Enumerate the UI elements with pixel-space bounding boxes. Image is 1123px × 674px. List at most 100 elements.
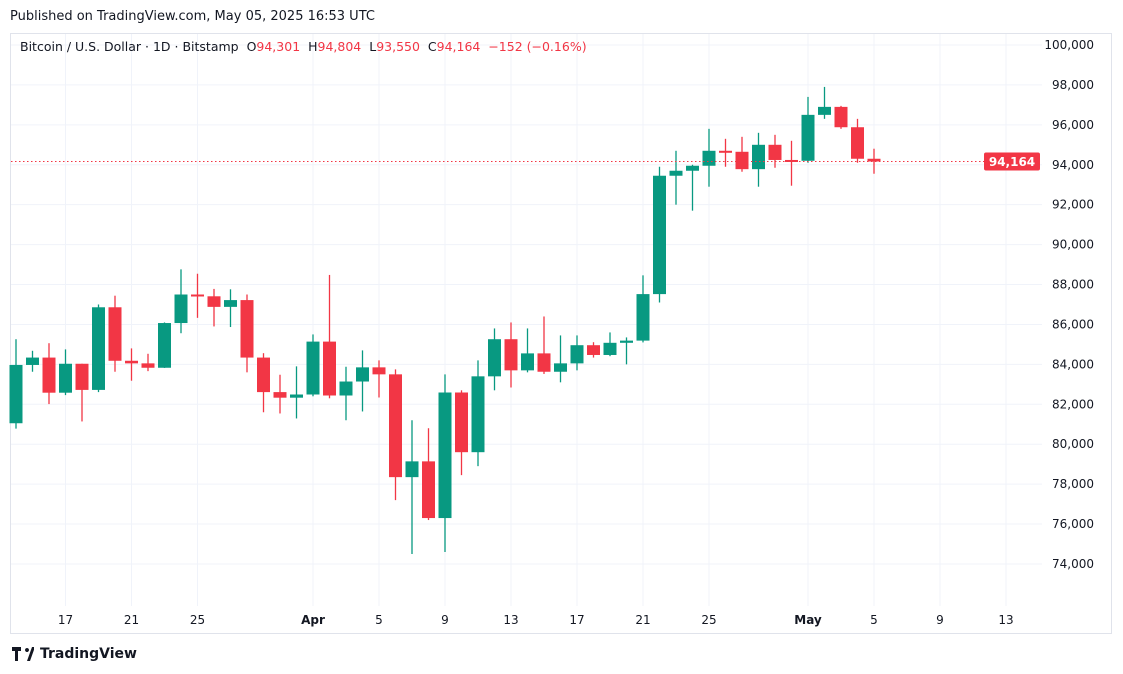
candle-body	[636, 294, 650, 341]
candle-body	[851, 127, 864, 159]
close-label: C	[427, 39, 437, 54]
change-value: −152 (−0.16%)	[488, 39, 587, 54]
candle-body	[273, 392, 287, 398]
x-tick-label: Apr	[301, 613, 325, 627]
x-tick-label: 17	[569, 613, 584, 627]
candle-body	[653, 175, 666, 295]
candle-body	[521, 353, 534, 371]
x-tick-label: 9	[441, 613, 449, 627]
candle-body	[834, 106, 848, 128]
x-tick-label: 13	[503, 613, 518, 627]
candle-body	[603, 342, 617, 355]
candle-body	[9, 364, 23, 424]
candle-body	[389, 374, 402, 478]
symbol-title: Bitcoin / U.S. Dollar · 1D · Bitstamp	[20, 39, 239, 54]
candle-body	[422, 461, 435, 519]
candle-body	[158, 323, 171, 368]
candle-body	[801, 114, 815, 161]
candle-body	[257, 357, 270, 393]
y-tick-label: 100,000	[1044, 38, 1094, 52]
x-tick-label: May	[794, 613, 822, 627]
candle-body	[719, 150, 732, 153]
candle-body	[867, 158, 881, 162]
candle-body	[537, 353, 551, 372]
brand-name: TradingView	[40, 646, 137, 662]
candle-body	[75, 363, 89, 390]
candle-body	[372, 367, 386, 375]
chart-frame	[10, 33, 1112, 634]
x-tick-label: 25	[701, 613, 716, 627]
tradingview-logo-icon	[12, 647, 34, 661]
symbol-legend: Bitcoin / U.S. Dollar · 1D · Bitstamp O9…	[20, 39, 587, 54]
published-caption: Published on TradingView.com, May 05, 20…	[10, 9, 375, 24]
candle-body	[702, 150, 716, 166]
candle-body	[488, 339, 501, 377]
candle-body	[768, 144, 782, 160]
candle-body	[669, 170, 683, 176]
candle-body	[125, 360, 138, 364]
y-tick-label: 78,000	[1052, 477, 1094, 491]
candle-body	[339, 381, 353, 396]
low-value: 93,550	[376, 39, 420, 54]
candle-body	[240, 300, 254, 358]
candle-body	[620, 340, 633, 343]
x-tick-label: 13	[998, 613, 1013, 627]
candle-body	[455, 392, 468, 453]
x-tick-label: 5	[870, 613, 878, 627]
candle-body	[42, 357, 56, 393]
x-tick-label: 17	[58, 613, 73, 627]
candle-body	[174, 294, 188, 324]
y-tick-label: 84,000	[1052, 357, 1094, 371]
candle-body	[471, 376, 485, 453]
high-label: H	[308, 39, 318, 54]
tradingview-logo[interactable]: TradingView	[12, 646, 137, 662]
candle-body	[92, 307, 105, 390]
candle-body	[438, 392, 452, 519]
candle-body	[306, 341, 320, 395]
y-tick-label: 74,000	[1052, 557, 1094, 571]
y-tick-label: 86,000	[1052, 317, 1094, 331]
y-tick-label: 92,000	[1052, 198, 1094, 212]
close-value: 94,164	[436, 39, 481, 54]
candle-body	[191, 294, 204, 297]
candle-body	[686, 165, 699, 171]
y-tick-label: 82,000	[1052, 397, 1094, 411]
candle-body	[224, 300, 237, 307]
x-tick-label: 21	[635, 613, 650, 627]
x-tick-label: 21	[124, 613, 139, 627]
candle-body	[504, 339, 518, 371]
candle-body	[570, 345, 584, 364]
x-tick-label: 5	[375, 613, 383, 627]
y-tick-label: 76,000	[1052, 517, 1094, 531]
x-tick-label: 25	[190, 613, 205, 627]
high-value: 94,804	[317, 39, 362, 54]
y-tick-label: 90,000	[1052, 238, 1094, 252]
candle-body	[356, 367, 369, 382]
candle-body	[405, 461, 419, 478]
candle-body	[290, 394, 303, 398]
candle-body	[752, 144, 765, 170]
candle-body	[207, 296, 221, 307]
last-price-badge	[984, 152, 1040, 171]
candle-body	[323, 341, 336, 396]
last-price-label: 94,164	[989, 155, 1035, 169]
candle-body	[785, 159, 798, 162]
candle-body	[735, 151, 749, 170]
y-tick-label: 96,000	[1052, 118, 1094, 132]
x-tick-label: 9	[936, 613, 944, 627]
candle-body	[587, 345, 600, 355]
y-tick-label: 94,000	[1052, 158, 1094, 172]
open-value: 94,301	[256, 39, 301, 54]
y-tick-label: 88,000	[1052, 278, 1094, 292]
candle-body	[818, 106, 831, 115]
y-tick-label: 98,000	[1052, 78, 1094, 92]
candle-body	[108, 307, 122, 361]
candle-body	[26, 357, 39, 365]
candle-body	[141, 363, 155, 368]
low-label: L	[369, 39, 377, 54]
candle-body	[554, 363, 567, 372]
candle-body	[59, 363, 72, 393]
open-label: O	[246, 39, 257, 54]
y-tick-label: 80,000	[1052, 437, 1094, 451]
